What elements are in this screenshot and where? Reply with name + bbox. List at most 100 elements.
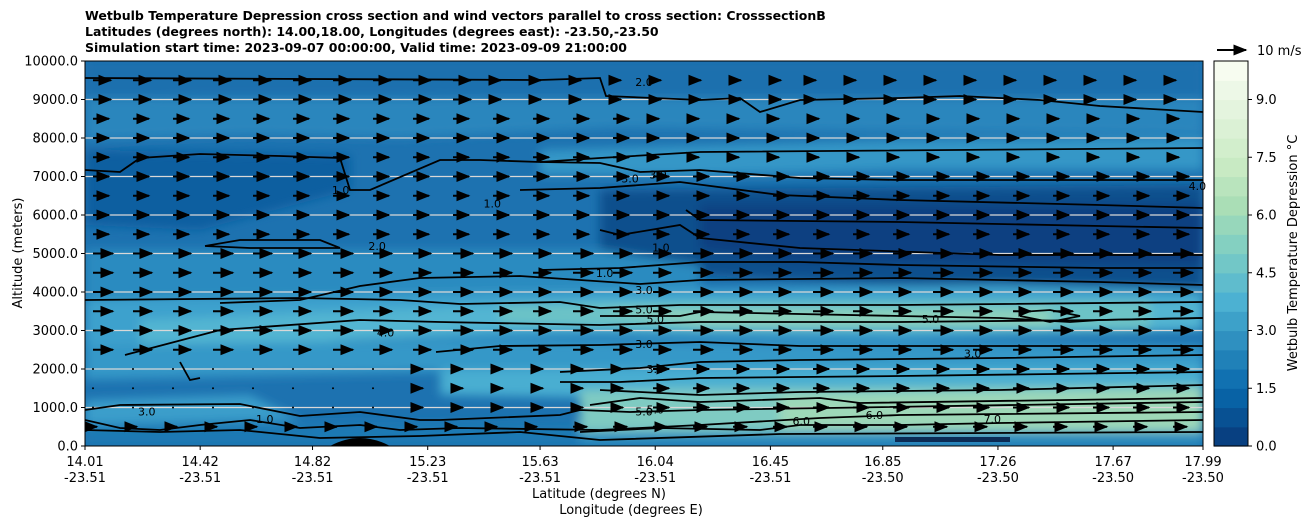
wind-vector-dot	[132, 406, 134, 409]
colorbar-tick-label: 1.5	[1256, 382, 1277, 397]
contour-label: 1.0	[596, 267, 614, 280]
quiver-key: 10 m/s	[1217, 44, 1302, 59]
contour-label: 3.0	[964, 348, 982, 361]
colorbar-band	[1214, 426, 1248, 447]
contour-labels: 2.03.03.01.01.02.0 1.01.04.03.05.05.04.05…	[138, 76, 1206, 428]
x-tick-longitude: -23.51	[179, 471, 221, 486]
colorbar-band	[1214, 330, 1248, 351]
colorbar-band	[1214, 99, 1248, 120]
contour-label: 3.0	[646, 363, 664, 376]
contour-label: 1.0	[484, 197, 502, 210]
colorbar-tick-label: 4.5	[1256, 266, 1277, 281]
y-tick-label: 7000.0	[33, 170, 79, 185]
wind-vector-dot	[172, 368, 174, 370]
wind-vector-dot	[92, 368, 94, 370]
contour-label: 5.0	[635, 405, 653, 418]
wind-vector-dot	[172, 406, 174, 409]
wind-vector-dot	[292, 406, 294, 409]
colorbar-band	[1214, 195, 1248, 216]
colorbar-frame	[1213, 60, 1249, 447]
x-axis-ticks: 14.01-23.5114.42-23.5114.82-23.5115.23-2…	[64, 446, 1224, 486]
wind-vector-dot	[252, 368, 254, 370]
chart-title-line-1: Wetbulb Temperature Depression cross sec…	[85, 8, 826, 23]
colorbar-tick-label: 0.0	[1256, 440, 1277, 455]
x-tick-latitude: 17.26	[979, 455, 1016, 470]
colorbar-band	[1214, 349, 1248, 370]
y-axis-label: Altitude (meters)	[11, 198, 26, 309]
wind-vectors	[85, 74, 1195, 433]
contour-label: 3.0	[138, 405, 156, 418]
wind-vector-dot	[252, 406, 254, 409]
colorbar-tick-label: 7.5	[1256, 151, 1277, 166]
x-tick-latitude: 14.42	[182, 455, 219, 470]
x-tick-longitude: -23.51	[519, 471, 561, 486]
contour-label: 7.0	[984, 413, 1002, 426]
wind-vector-dot	[292, 368, 294, 370]
x-tick-latitude: 17.67	[1095, 455, 1132, 470]
colorbar-tick-label: 9.0	[1256, 93, 1277, 108]
x-tick-latitude: 15.63	[521, 455, 558, 470]
colorbar-band	[1214, 253, 1248, 274]
y-tick-label: 10000.0	[24, 55, 78, 70]
x-tick-longitude: -23.51	[64, 471, 106, 486]
y-tick-label: 2000.0	[33, 363, 79, 378]
colorbar	[1214, 61, 1248, 447]
contour-label: 5.0	[922, 313, 940, 326]
chart-title-line-2: Latitudes (degrees north): 14.00,18.00, …	[85, 24, 659, 39]
chart-title-line-3: Simulation start time: 2023-09-07 00:00:…	[85, 40, 627, 55]
colorbar-band	[1214, 80, 1248, 101]
contour-label: 5.0	[646, 403, 664, 416]
y-tick-label: 9000.0	[33, 93, 79, 108]
wind-vector-dot	[372, 368, 374, 370]
colorbar-tick-label: 3.0	[1256, 324, 1277, 339]
y-axis-ticks: 0.0 1000.0 2000.0 3000.0 4000.0 5000.0 6000.0 7…	[24, 55, 85, 455]
wind-vector-dot	[372, 387, 374, 390]
wind-vector-dot	[252, 387, 254, 390]
contour-label: 1.0	[332, 184, 350, 197]
contour-label: 4.0	[377, 326, 395, 339]
y-tick-label: 5000.0	[33, 247, 79, 262]
colorbar-ticks: 0.0 1.5 3.0 4.5 6.0 7.5 9.0	[1248, 93, 1277, 455]
y-tick-label: 1000.0	[33, 401, 79, 416]
contour-label: 4.0	[1189, 180, 1207, 193]
colorbar-band	[1214, 61, 1248, 81]
contour-label: 2.0	[635, 76, 653, 89]
wind-vector-dot	[212, 387, 214, 390]
colorbar-label: Wetbulb Temperature Depression °C	[1286, 135, 1301, 372]
wind-vector-dot	[212, 368, 214, 370]
x-tick-longitude: -23.51	[292, 471, 334, 486]
wind-vector-dot	[332, 387, 334, 390]
wind-vector-dot	[212, 406, 214, 409]
colorbar-band	[1214, 388, 1248, 409]
colorbar-tick-label: 6.0	[1256, 209, 1277, 224]
y-tick-label: 0.0	[57, 440, 78, 455]
x-axis-label-longitude: Longitude (degrees E)	[559, 503, 703, 518]
x-tick-latitude: 14.82	[294, 455, 331, 470]
wind-vector-dot	[132, 387, 134, 390]
x-tick-longitude: -23.50	[977, 471, 1019, 486]
colorbar-band	[1214, 407, 1248, 428]
y-tick-label: 8000.0	[33, 132, 79, 147]
wind-vector-dot	[372, 406, 374, 409]
contour-label: 5.0	[635, 303, 653, 316]
x-tick-latitude: 16.45	[752, 455, 789, 470]
wind-vector-dot	[332, 368, 334, 370]
wind-vector-dot	[292, 387, 294, 390]
x-tick-longitude: -23.50	[1092, 471, 1134, 486]
colorbar-band	[1214, 311, 1248, 332]
contour-label: 1.0	[256, 413, 274, 426]
contour-label: 5.0	[646, 313, 664, 326]
x-tick-longitude: -23.50	[862, 471, 904, 486]
colorbar-band	[1214, 118, 1248, 139]
colorbar-band	[1214, 369, 1248, 389]
y-tick-label: 4000.0	[33, 286, 79, 301]
contour-label: 6.0	[793, 415, 811, 428]
y-tick-label: 6000.0	[33, 209, 79, 224]
wind-vector-dot	[172, 387, 174, 390]
wind-vector-dot	[132, 368, 134, 370]
contour-label: 3.0	[621, 172, 639, 185]
x-tick-longitude: -23.51	[407, 471, 449, 486]
contour-label: 1.0	[652, 242, 670, 255]
colorbar-band	[1214, 176, 1248, 197]
